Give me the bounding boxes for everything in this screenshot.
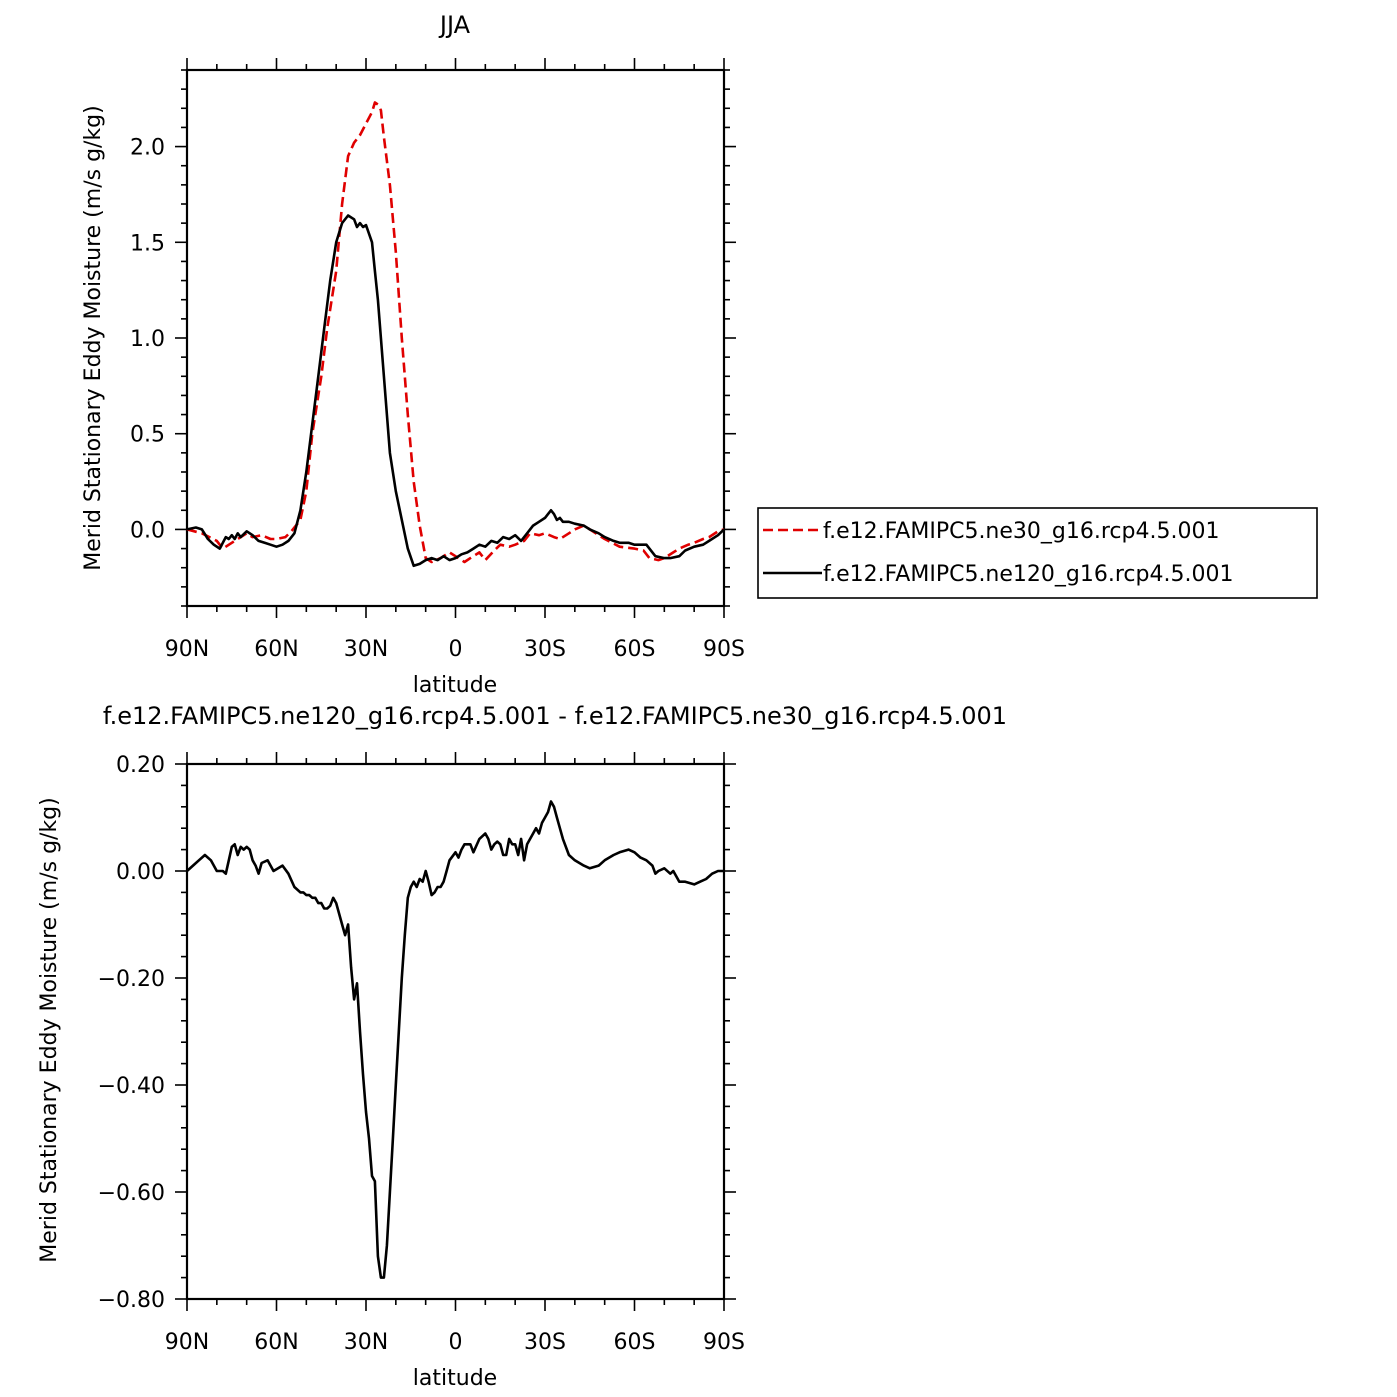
- bottom-plot-area: 90N 60N 30N 0 30S 60S 90S −0.80 −0.60 −0.40 −0.20 0…: [98, 752, 745, 1355]
- x-tick-label: 90S: [703, 637, 745, 662]
- y-tick-label: 0.5: [130, 423, 165, 448]
- top-panel: JJA Merid Stationary Eddy Moisture (m/s …: [81, 11, 745, 698]
- y-tick-label: 2.0: [130, 136, 165, 161]
- legend-box: [757, 507, 1318, 599]
- y-tick-label: −0.60: [98, 1181, 165, 1206]
- y-tick-label: −0.80: [98, 1288, 165, 1313]
- x-tick-label: 60N: [254, 637, 298, 662]
- x-tick-label: 30S: [524, 637, 566, 662]
- x-tick-label: 30N: [344, 637, 388, 662]
- x-tick-label: 30N: [344, 1330, 388, 1355]
- top-x-axis-label: latitude: [413, 673, 497, 698]
- x-tick-label: 90N: [165, 637, 209, 662]
- top-y-axis-label: Merid Stationary Eddy Moisture (m/s g/kg…: [81, 105, 106, 570]
- top-chart-title: JJA: [438, 11, 471, 39]
- plot-frame: [185, 762, 726, 1301]
- bottom-chart-title: f.e12.FAMIPC5.ne120_g16.rcp4.5.001 - f.e…: [103, 702, 1007, 730]
- x-tick-label: 60S: [614, 637, 656, 662]
- series-line-1-0: [186, 800, 724, 1279]
- x-tick-label: 30S: [524, 1330, 566, 1355]
- y-tick-label: 0.0: [130, 518, 165, 543]
- y-tick-label: −0.40: [98, 1074, 165, 1099]
- x-tick-label: 0: [449, 1330, 463, 1355]
- x-tick-label: 90S: [703, 1330, 745, 1355]
- x-tick-label: 60S: [614, 1330, 656, 1355]
- y-tick-label: −0.20: [98, 967, 165, 992]
- legend-entry-ne120: f.e12.FAMIPC5.ne120_g16.rcp4.5.001: [823, 562, 1233, 587]
- x-tick-label: 60N: [254, 1330, 298, 1355]
- series-line-0-1: [186, 214, 725, 568]
- series-line-0-0: [186, 101, 725, 564]
- x-tick-label: 0: [449, 637, 463, 662]
- top-plot-area: 90N 60N 30N 0 30S 60S 90S 0.0 0.5 1.0 1.5 2.0: [130, 58, 745, 662]
- y-tick-label: 0.20: [116, 753, 165, 778]
- y-tick-label: 1.0: [130, 327, 165, 352]
- y-tick-label: 0.00: [116, 860, 165, 885]
- legend-entry-ne30: f.e12.FAMIPC5.ne30_g16.rcp4.5.001: [823, 519, 1219, 544]
- plot-frame: [185, 68, 726, 608]
- y-tick-label: 1.5: [130, 231, 165, 256]
- legend: f.e12.FAMIPC5.ne30_g16.rcp4.5.001 f.e12.…: [757, 507, 1318, 599]
- bottom-x-axis-label: latitude: [413, 1366, 497, 1391]
- x-tick-label: 90N: [165, 1330, 209, 1355]
- bottom-panel: f.e12.FAMIPC5.ne120_g16.rcp4.5.001 - f.e…: [37, 702, 1007, 1391]
- bottom-y-axis-label: Merid Stationary Eddy Moisture (m/s g/kg…: [37, 797, 62, 1262]
